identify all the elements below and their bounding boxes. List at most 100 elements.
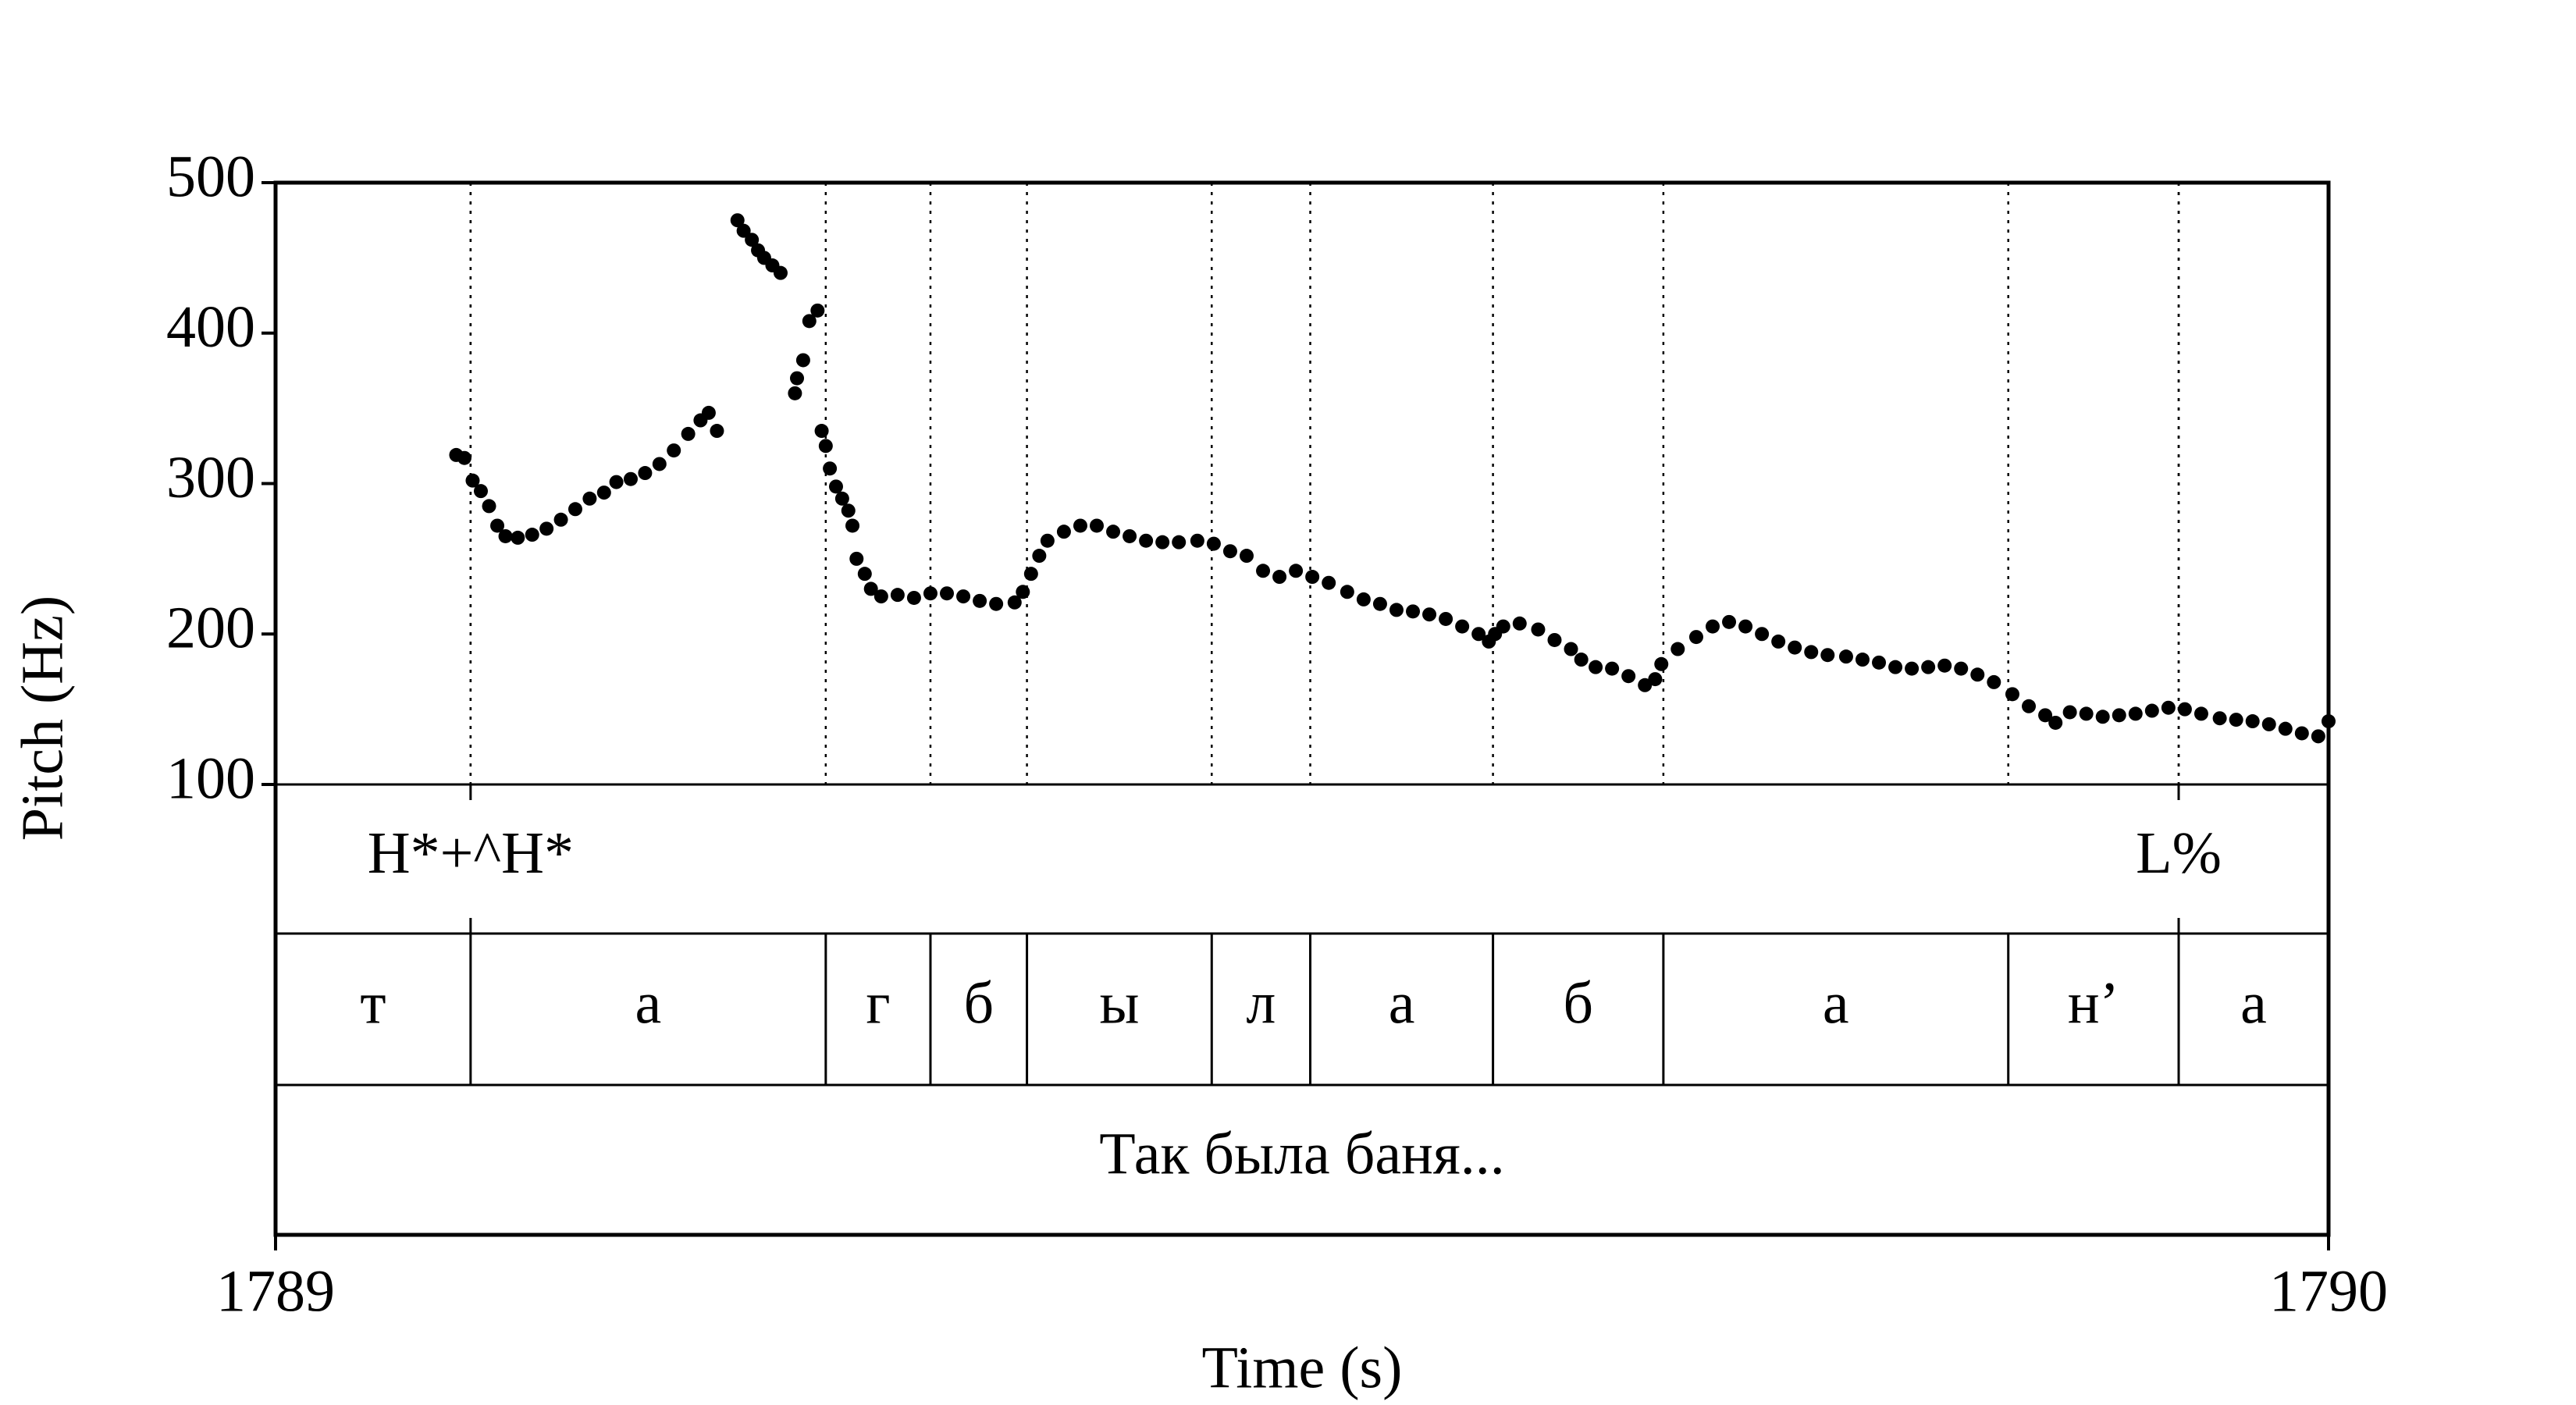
pitch-point [1356, 592, 1371, 606]
pitch-point [2261, 717, 2276, 731]
x-tick-label: 1789 [216, 1258, 335, 1324]
pitch-point [482, 499, 496, 514]
pitch-point [1032, 549, 1047, 564]
x-tick-label: 1790 [2269, 1258, 2388, 1324]
interval-label: а [1389, 970, 1415, 1036]
pitch-point [465, 473, 480, 488]
pitch-point [652, 457, 667, 471]
pitch-point [568, 502, 582, 517]
pitch-point [1389, 603, 1404, 617]
pitch-point [667, 443, 681, 458]
pitch-point [2194, 706, 2208, 721]
pitch-point [790, 371, 805, 386]
pitch-point [1531, 622, 1546, 637]
pitch-point [1872, 655, 1887, 670]
pitch-point [834, 491, 849, 506]
pitch-point [1722, 614, 1737, 629]
pitch-point [525, 528, 539, 542]
pitch-point [745, 233, 760, 247]
pitch-point [1289, 564, 1304, 578]
pitch-point [638, 466, 653, 481]
pitch-point [2005, 687, 2019, 702]
pitch-point [1422, 607, 1437, 622]
pitch-point [2079, 706, 2094, 721]
pitch-point [1439, 611, 1453, 626]
pitch-point [2062, 705, 2077, 720]
pitch-point [2095, 710, 2110, 724]
pitch-point [845, 518, 860, 533]
pitch-point [802, 314, 817, 329]
pitch-point [1305, 570, 1320, 585]
pitch-point [1172, 535, 1187, 550]
pitch-point [1937, 658, 1952, 673]
pitch-point [1023, 567, 1038, 582]
pitch-point [623, 471, 638, 486]
pitch-point [1788, 640, 1802, 655]
pitch-point [956, 589, 971, 604]
pitch-point [2322, 714, 2336, 729]
pitch-point [609, 475, 624, 489]
pitch-point [810, 303, 825, 318]
pitch-point [863, 582, 878, 596]
pitch-point [814, 424, 829, 439]
pitch-point [582, 491, 597, 506]
pitch-point [873, 589, 888, 604]
pitch-point [940, 586, 955, 601]
pitch-point [1605, 661, 1620, 676]
pitch-point [1040, 533, 1055, 548]
pitch-point [1222, 544, 1237, 559]
pitch-point [701, 405, 716, 420]
interval-label: а [1823, 970, 1849, 1036]
pitch-point [1738, 619, 1753, 634]
pitch-point [2311, 729, 2325, 744]
pitch-point [1855, 653, 1870, 667]
pitch-point [1190, 533, 1204, 548]
pitch-point [2294, 726, 2309, 741]
interval-label: ы [1099, 970, 1139, 1036]
pitch-point [736, 223, 751, 238]
y-tick-label: 500 [166, 144, 255, 209]
pitch-point [1007, 595, 1022, 610]
y-tick-label: 400 [166, 294, 255, 360]
pitch-point [1272, 570, 1287, 585]
pitch-point [1340, 585, 1354, 599]
pitch-point [1496, 619, 1510, 634]
pitch-point [1838, 649, 1853, 664]
y-tick-label: 100 [166, 745, 255, 811]
pitch-point [1564, 642, 1578, 656]
pitch-point [1574, 653, 1589, 667]
pitch-point [681, 426, 696, 441]
pitch-point [828, 479, 843, 494]
pitch-point [1406, 604, 1421, 619]
pitch-point [2128, 706, 2143, 721]
pitch-point [2212, 711, 2227, 726]
pitch-point [1755, 627, 1770, 642]
pitch-point [498, 528, 513, 543]
pitch-point [890, 588, 905, 603]
pitch-point [1706, 619, 1720, 634]
pitch-point [1688, 630, 1703, 645]
pitch-point [1139, 533, 1154, 548]
pitch-point [1206, 536, 1221, 551]
interval-label: б [1563, 970, 1593, 1036]
pitch-point [1372, 596, 1387, 611]
pitch-point [989, 596, 1004, 611]
pitch-point [2161, 700, 2176, 715]
pitch-point [1888, 660, 1903, 674]
pitch-point [553, 512, 568, 527]
pitch-point [1239, 549, 1254, 564]
y-axis-title: Pitch (Hz) [9, 596, 75, 841]
pitch-point [1987, 674, 2001, 689]
interval-label: а [2240, 970, 2267, 1036]
pitch-point [1471, 627, 1486, 642]
pitch-point [823, 461, 838, 476]
pitch-point [1820, 648, 1835, 663]
pitch-point [1804, 645, 1819, 660]
pitch-point [2245, 714, 2260, 729]
pitch-point [1638, 678, 1653, 692]
pitch-point [2112, 708, 2126, 723]
pitch-point [1954, 661, 1969, 676]
y-tick-label: 200 [166, 596, 255, 661]
pitch-point [1322, 575, 1336, 590]
